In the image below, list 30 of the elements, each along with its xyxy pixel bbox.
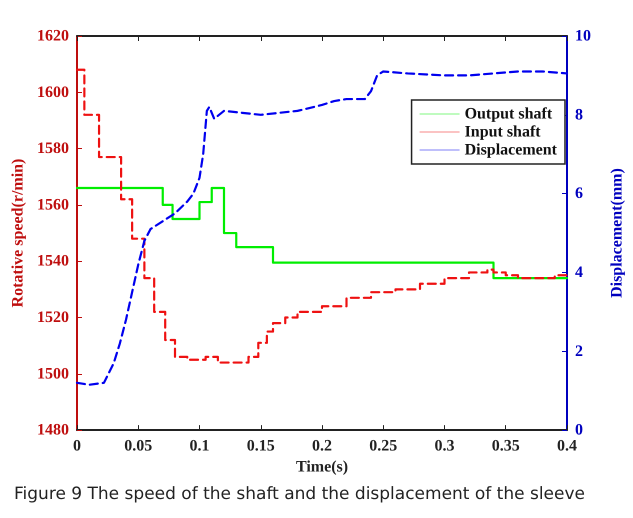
x-tick-label: 0.15 [246, 438, 275, 455]
y-tick-label: 1500 [37, 365, 69, 382]
y2-tick-label: 10 [575, 28, 591, 44]
y-tick-label: 1580 [37, 140, 69, 158]
caption: Figure 9 The speed of the shaft and the displacement of the sleeve [14, 484, 586, 504]
x-tick-label: 0.2 [312, 438, 332, 455]
y-tick-label: 1520 [37, 309, 69, 326]
x-tick-label: 0.35 [492, 438, 520, 455]
y2-axis-title: Displacement(mm) [608, 168, 626, 298]
y-tick-label: 1540 [37, 252, 69, 270]
y2-tick-label: 2 [575, 342, 583, 360]
y2-tick-label: 6 [575, 185, 583, 202]
x-tick-label: 0.25 [369, 438, 398, 455]
legend-label: Output shaft [464, 106, 553, 122]
legend-label: Input shaft [464, 124, 542, 140]
y-axis-title: Rotative speed(r/min) [10, 158, 27, 308]
x-tick-label: 0.3 [434, 438, 454, 455]
x-tick-label: 0 [73, 438, 81, 455]
x-tick-label: 0.4 [557, 438, 577, 455]
y2-tick-label: 4 [575, 264, 583, 281]
y-tick-label: 1600 [37, 84, 69, 101]
y-tick-label: 1620 [37, 28, 69, 44]
y-tick-label: 1480 [37, 422, 69, 439]
legend-label: Displacement [464, 142, 558, 158]
x-tick-label: 0.1 [190, 438, 210, 455]
y2-tick-label: 8 [575, 106, 583, 124]
y-tick-label: 1560 [37, 196, 69, 214]
x-tick-label: 0.05 [124, 438, 152, 455]
x-axis-title: Time(s) [296, 458, 348, 476]
y2-tick-label: 0 [575, 422, 583, 439]
